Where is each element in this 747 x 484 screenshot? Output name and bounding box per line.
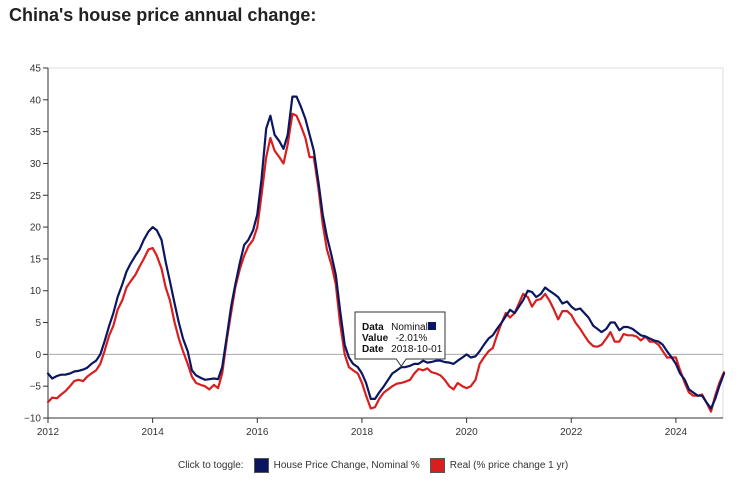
y-tick-label: 15 (30, 254, 42, 265)
tooltip-value-value: -2.01% (396, 333, 428, 344)
x-tick-label: 2024 (665, 427, 688, 438)
y-tick-label: 40 (30, 95, 42, 106)
legend-label-real: Real (% price change 1 yr) (449, 459, 569, 471)
x-tick-label: 2016 (246, 427, 269, 438)
legend-item-nominal[interactable]: House Price Change, Nominal % (253, 457, 420, 473)
y-tick-label: 0 (35, 350, 41, 361)
y-tick-label: 20 (30, 223, 42, 234)
tooltip-data-key: Data (362, 322, 384, 333)
x-tick-label: 2014 (142, 427, 165, 438)
y-tick-label: 5 (35, 318, 41, 329)
y-tick-label: −5 (30, 382, 42, 393)
tooltip-date-key: Date (362, 344, 384, 355)
x-axis: 2012 2014 2016 2018 2020 2022 2024 (37, 417, 723, 438)
tooltip-line-date: Date 2018-10-01 (362, 339, 443, 356)
series-line-real (46, 112, 726, 413)
series-line-nominal (46, 95, 726, 410)
series-layer (46, 95, 726, 413)
y-tick-label: 45 (30, 64, 42, 75)
y-tick-label: 10 (30, 286, 42, 297)
x-tick-label: 2012 (37, 427, 60, 438)
x-tick-label: 2018 (351, 427, 374, 438)
legend-item-real[interactable]: Real (% price change 1 yr) (429, 457, 569, 473)
legend-swatch-nominal (253, 457, 269, 473)
y-tick-label: 30 (30, 159, 42, 170)
legend-label-nominal: House Price Change, Nominal % (273, 459, 420, 471)
chart-title: China's house price annual change: (9, 5, 317, 25)
legend-prompt: Click to toggle: (178, 459, 244, 471)
legend-swatch-real (429, 457, 445, 473)
y-tick-label: 25 (30, 191, 42, 202)
x-tick-label: 2022 (560, 427, 583, 438)
tooltip-date-value: 2018-10-01 (391, 344, 443, 355)
tooltip: Data Nominal Value -2.01% Date 2018-10-0… (354, 311, 446, 368)
y-tick-label: 35 (30, 127, 42, 138)
plot-frame (47, 67, 724, 419)
tooltip-box (354, 311, 446, 368)
x-tick-label: 2020 (455, 427, 478, 438)
tooltip-series-swatch (428, 322, 436, 330)
legend: Click to toggle: House Price Change, Nom… (178, 456, 568, 474)
y-axis: 45 40 35 30 25 20 15 10 5 0 −5 −10 (24, 64, 49, 425)
y-tick-label: −10 (24, 414, 41, 425)
tooltip-line-data: Data Nominal (362, 317, 428, 334)
tooltip-value-key: Value (362, 333, 389, 344)
tooltip-data-value: Nominal (391, 322, 428, 333)
tooltip-line-value: Value -2.01% (362, 328, 427, 345)
